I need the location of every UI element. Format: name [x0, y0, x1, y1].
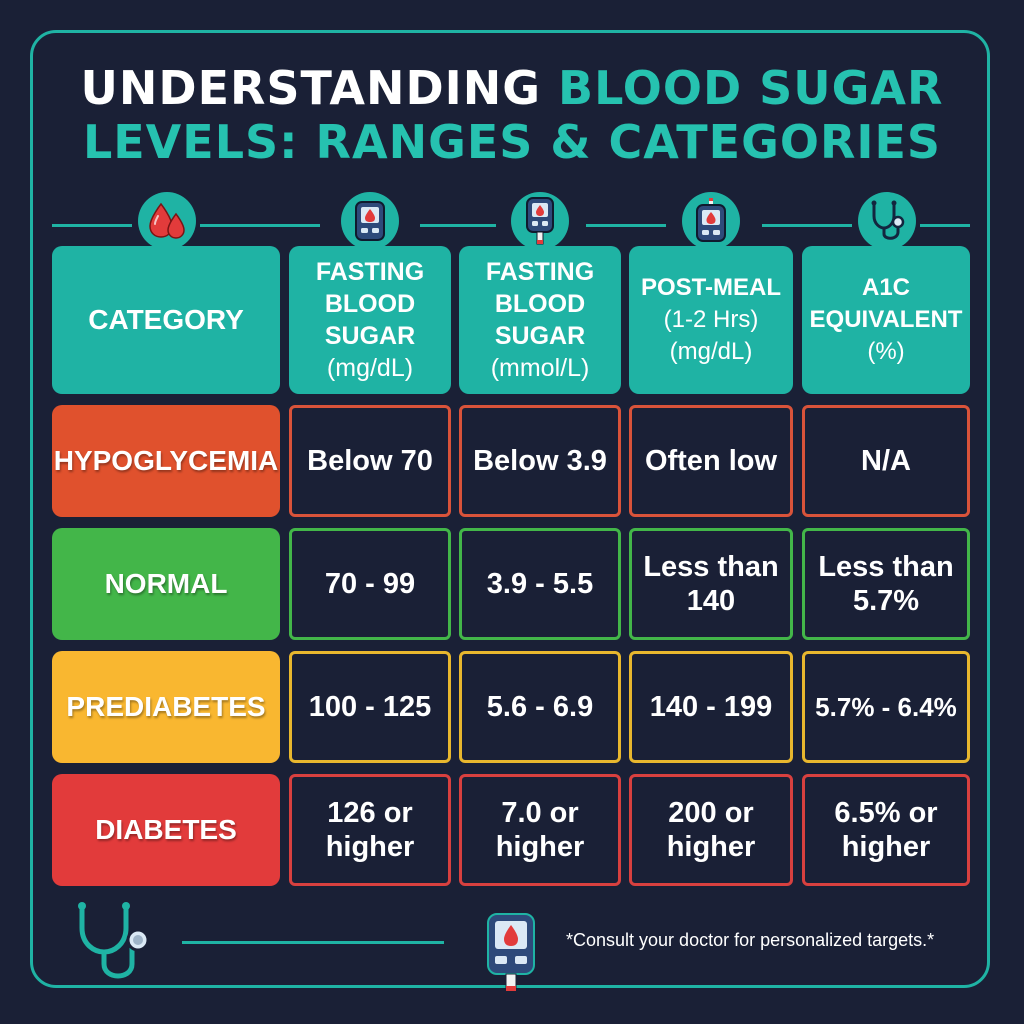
cell-text: Less than [643, 551, 779, 583]
category-normal: NORMAL [52, 528, 280, 640]
column-header-post-meal: POST-MEAL (1-2 Hrs) (mg/dL) [629, 246, 793, 394]
column-header-line: CATEGORY [88, 304, 244, 335]
cell-text: 5.6 - 6.9 [486, 691, 594, 723]
cell-text: N/A [861, 445, 911, 477]
cell-text: higher [495, 831, 585, 863]
column-header-line: FASTING [485, 258, 595, 286]
table-cell: Less than 140 [629, 528, 793, 640]
cell-text: Below 3.9 [473, 445, 607, 477]
cell-text: higher [325, 831, 415, 863]
cell-text: 140 - 199 [649, 691, 773, 723]
cell-text: 126 or [327, 797, 413, 829]
cell-text: 6.5% or [834, 797, 938, 829]
table-cell: 5.7% - 6.4% [802, 651, 970, 763]
glucose-meter-icon [484, 910, 538, 994]
title-white-part: UNDERSTANDING [80, 61, 542, 115]
column-header-line: FASTING [315, 258, 425, 286]
header-divider [200, 224, 320, 227]
blood-drops-icon [138, 192, 196, 250]
header-divider [52, 224, 132, 227]
cell-text: 100 - 125 [308, 691, 432, 723]
cell-text: Below 70 [307, 445, 433, 477]
table-cell: 140 - 199 [629, 651, 793, 763]
stethoscope-icon [72, 900, 162, 984]
column-header-line: SUGAR [324, 322, 416, 350]
table-cell: 5.6 - 6.9 [459, 651, 621, 763]
column-header-line: (%) [867, 338, 905, 365]
category-prediabetes: PREDIABETES [52, 651, 280, 763]
column-header-fasting-mmol: FASTING BLOOD SUGAR (mmol/L) [459, 246, 621, 394]
footer-divider [182, 941, 444, 944]
cell-text: 70 - 99 [324, 568, 416, 600]
table-cell: 126 or higher [289, 774, 451, 886]
cell-text: 3.9 - 5.5 [486, 568, 594, 600]
header-divider [586, 224, 666, 227]
glucose-meter-strip-icon [511, 192, 569, 250]
column-header-line: EQUIVALENT [809, 306, 963, 333]
glucose-meter-icon [341, 192, 399, 250]
page-title-line-1: UNDERSTANDING BLOOD SUGAR [0, 62, 1024, 114]
header-divider [762, 224, 852, 227]
category-diabetes: DIABETES [52, 774, 280, 886]
column-header-line: SUGAR [494, 322, 586, 350]
glucose-meter-icon [682, 192, 740, 250]
column-header-line: POST-MEAL [640, 274, 781, 301]
table-cell: 3.9 - 5.5 [459, 528, 621, 640]
column-header-line: (mg/dL) [326, 354, 414, 382]
footnote: *Consult your doctor for personalized ta… [566, 930, 935, 950]
column-header-line: (1-2 Hrs) [663, 306, 759, 333]
table-cell: 7.0 or higher [459, 774, 621, 886]
column-header-line: (mg/dL) [669, 338, 753, 365]
category-hypoglycemia: HYPOGLYCEMIA [52, 405, 280, 517]
table-cell: 70 - 99 [289, 528, 451, 640]
cell-text: 5.7% - 6.4% [815, 692, 957, 722]
table-cell: N/A [802, 405, 970, 517]
cell-text: Often low [644, 445, 778, 477]
column-header-line: BLOOD [494, 290, 586, 318]
column-header-a1c: A1C EQUIVALENT (%) [802, 246, 970, 394]
column-header-line: A1C [861, 274, 910, 301]
cell-text: 200 or [668, 797, 754, 829]
column-header-line: (mmol/L) [490, 354, 590, 382]
title-teal-part: BLOOD SUGAR [558, 61, 944, 115]
header-divider [420, 224, 496, 227]
table-cell: Less than 5.7% [802, 528, 970, 640]
table-cell: 200 or higher [629, 774, 793, 886]
cell-text: 7.0 or [501, 797, 579, 829]
page-title-line-2: LEVELS: RANGES & CATEGORIES [82, 115, 942, 169]
table-cell: Below 70 [289, 405, 451, 517]
stethoscope-icon [858, 192, 916, 250]
table-cell: 100 - 125 [289, 651, 451, 763]
header-divider [920, 224, 970, 227]
cell-text: higher [666, 831, 756, 863]
table-cell: Below 3.9 [459, 405, 621, 517]
cell-text: Less than [818, 551, 954, 583]
column-header-fasting-mgdl: FASTING BLOOD SUGAR (mg/dL) [289, 246, 451, 394]
table-cell: 6.5% or higher [802, 774, 970, 886]
table-cell: Often low [629, 405, 793, 517]
cell-text: 5.7% [852, 585, 920, 617]
cell-text: higher [841, 831, 931, 863]
cell-text: 140 [686, 585, 736, 617]
column-header-category: CATEGORY [52, 246, 280, 394]
column-header-line: BLOOD [324, 290, 416, 318]
